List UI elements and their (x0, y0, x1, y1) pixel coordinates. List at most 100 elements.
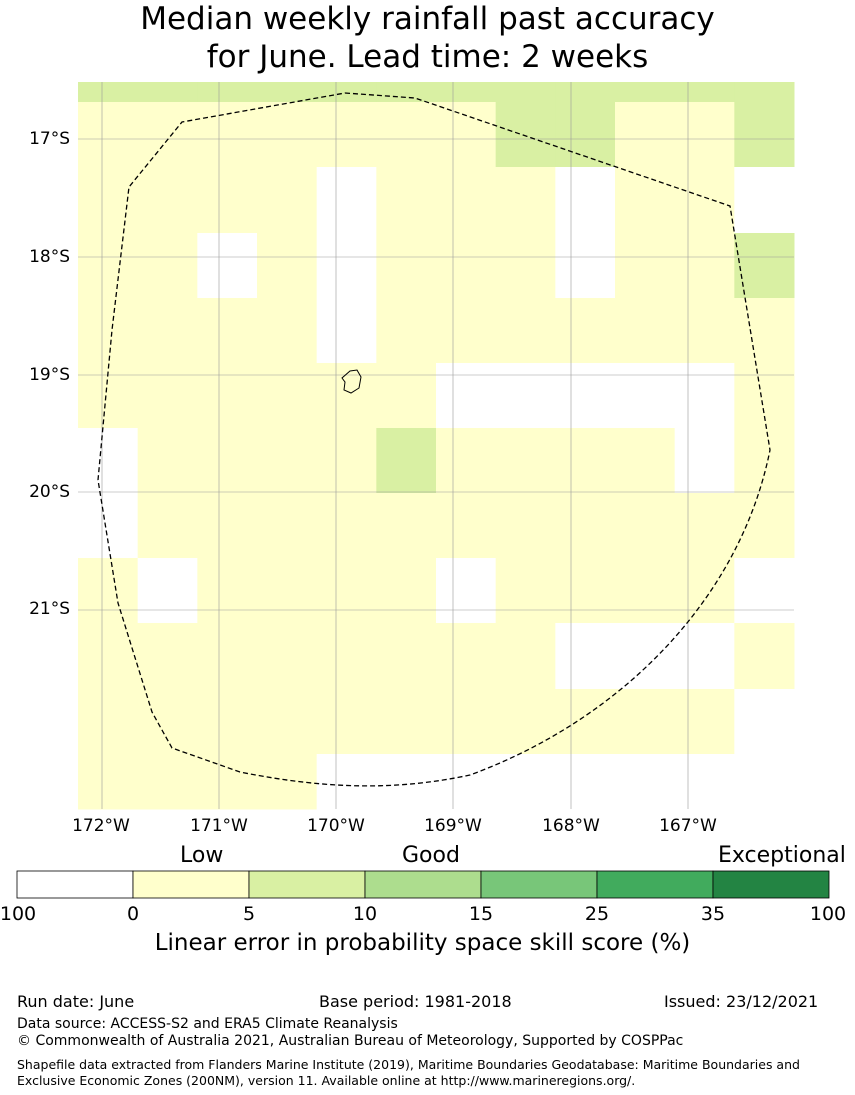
grid-cell (257, 363, 318, 429)
grid-cell (495, 233, 556, 299)
title-line-2: for June. Lead time: 2 weeks (206, 39, 649, 75)
grid-cell (674, 428, 735, 494)
grid-cell (555, 623, 616, 690)
grid-cell (257, 298, 318, 364)
grid-cell (376, 689, 437, 755)
colorbar-tick: 5 (242, 903, 256, 925)
grid-cell (555, 82, 616, 103)
colorbar-segment (132, 870, 250, 899)
grid-cell (197, 689, 258, 755)
colorbar-tick: 15 (468, 903, 494, 925)
grid-cell (734, 102, 795, 168)
grid-cell (197, 428, 258, 494)
grid-cell (316, 102, 377, 168)
grid-cell (316, 82, 377, 103)
category-good: Good (402, 843, 460, 868)
grid-cell (436, 363, 497, 429)
grid-cell (137, 298, 198, 364)
grid-cell (674, 689, 735, 755)
lon-label: 168°W (542, 816, 600, 836)
grid-cell (615, 623, 676, 690)
grid-cell (555, 233, 616, 299)
grid-cell (78, 167, 139, 234)
grid-cell (615, 82, 676, 103)
grid-cell (615, 298, 676, 364)
grid-cell (555, 558, 616, 624)
lat-label: 17°S (29, 129, 70, 149)
grid-cell (197, 754, 258, 810)
category-low: Low (180, 843, 224, 868)
skill-grid (78, 82, 795, 810)
grid-cell (674, 493, 735, 559)
grid-cell (674, 623, 735, 690)
grid-cell (197, 558, 258, 624)
grid-cell (316, 167, 377, 234)
grid-cell (495, 102, 556, 168)
grid-cell (197, 82, 258, 103)
grid-cell (257, 82, 318, 103)
grid-cell (495, 428, 556, 494)
grid-cell (615, 233, 676, 299)
grid-cell (734, 82, 795, 103)
colorbar-segment (480, 870, 598, 899)
grid-cell (316, 689, 377, 755)
grid-cell (316, 233, 377, 299)
grid-cell (137, 493, 198, 559)
island-outline (341, 369, 362, 394)
grid-cell (674, 102, 735, 168)
grid-cell (376, 233, 437, 299)
grid-cell (436, 493, 497, 559)
lat-label: 19°S (29, 365, 70, 385)
lat-label: 21°S (29, 599, 70, 619)
grid-cell (78, 233, 139, 299)
grid-cell (436, 233, 497, 299)
grid-cell (376, 82, 437, 103)
grid-cell (555, 493, 616, 559)
map-title: Median weekly rainfall past accuracy for… (0, 0, 855, 76)
grid-cell (197, 233, 258, 299)
grid-cell (257, 233, 318, 299)
grid-cell (495, 82, 556, 103)
grid-cell (674, 233, 735, 299)
colorbar-label: Linear error in probability space skill … (154, 930, 691, 956)
grid-cell (615, 428, 676, 494)
grid-cell (674, 754, 735, 810)
data-source: Data source: ACCESS-S2 and ERA5 Climate … (17, 1016, 398, 1032)
grid-cell (376, 623, 437, 690)
colorbar-tick: 10 (352, 903, 378, 925)
grid-cell (137, 82, 198, 103)
grid-cell (615, 689, 676, 755)
grid-cell (555, 363, 616, 429)
grid-cell (555, 167, 616, 234)
lat-label: 18°S (29, 247, 70, 267)
grid-cell (436, 102, 497, 168)
grid-cell (734, 233, 795, 299)
grid-cell (376, 167, 437, 234)
grid-cell (555, 428, 616, 494)
grid-cell (78, 82, 139, 103)
grid-cell (734, 167, 795, 234)
grid-cell (495, 754, 556, 810)
grid-cell (495, 623, 556, 690)
lon-label: 172°W (72, 816, 130, 836)
grid-cell (137, 623, 198, 690)
grid-cell (137, 102, 198, 168)
grid-cell (257, 102, 318, 168)
grid-cell (674, 363, 735, 429)
grid-cell (78, 428, 139, 494)
grid-cell (376, 363, 437, 429)
grid-cell (197, 298, 258, 364)
colorbar-tick: 35 (700, 903, 726, 925)
grid-cell (615, 754, 676, 810)
grid-cell (78, 558, 139, 624)
grid-cell (615, 558, 676, 624)
grid-cell (436, 623, 497, 690)
colorbar-tick: 0 (126, 903, 140, 925)
grid-cell (197, 363, 258, 429)
colorbar-tick: 100 (809, 903, 847, 925)
colorbar-tick: 100 (0, 903, 37, 925)
grid-cell (257, 623, 318, 690)
copyright: © Commonwealth of Australia 2021, Austra… (17, 1033, 684, 1049)
grid-cell (78, 754, 139, 810)
grid-cell (436, 428, 497, 494)
